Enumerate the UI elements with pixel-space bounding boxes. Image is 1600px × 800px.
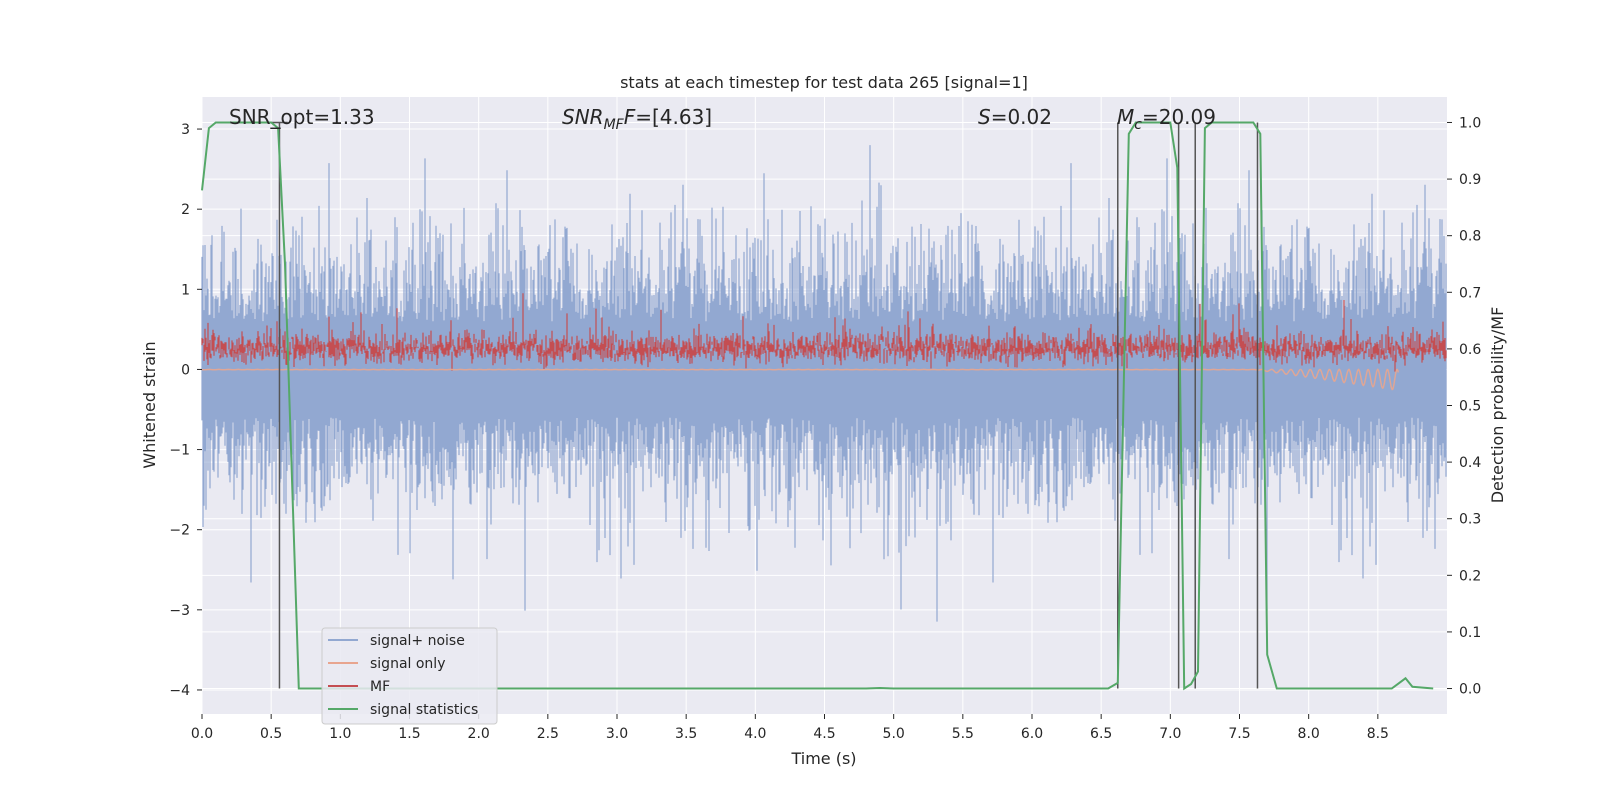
y-tick-label-right: 0.5 [1459, 399, 1481, 415]
x-tick-label: 3.0 [606, 726, 628, 742]
x-tick-label: 2.0 [468, 726, 490, 742]
y-tick-label-right: 0.7 [1459, 285, 1481, 301]
series-line-mf [201, 293, 1447, 372]
x-tick-label: 8.5 [1367, 726, 1389, 742]
x-tick-label: 7.5 [1228, 726, 1250, 742]
x-tick-label: 5.0 [883, 726, 905, 742]
x-tick-label: 1.5 [398, 726, 420, 742]
x-tick-label: 7.0 [1159, 726, 1181, 742]
y-tick-label-right: 0.6 [1459, 342, 1481, 358]
y-tick-label: 3 [181, 122, 190, 138]
y-tick-label-right: 0.4 [1459, 455, 1481, 471]
annotation-snr-mf-base: SNR [562, 105, 604, 129]
annotation-s: S=0.02 [978, 105, 1052, 129]
x-tick-label: 6.0 [1021, 726, 1043, 742]
x-axis-label: Time (s) [790, 749, 856, 768]
y-tick-label-right: 0.9 [1459, 172, 1481, 188]
legend: signal+ noise signal only MF signal stat… [321, 627, 498, 725]
y-tick-label-right: 1.0 [1459, 115, 1481, 131]
annotation-snr-mf: SNRMFF=[4.63] [562, 105, 712, 133]
annotation-snr-mf-f: F [624, 105, 636, 129]
x-tick-label: 8.0 [1298, 726, 1320, 742]
annotation-s-value: =0.02 [991, 105, 1052, 129]
legend-label-signal-statistics: signal statistics [370, 702, 478, 718]
series-mf [201, 293, 1447, 372]
x-tick-label: 3.5 [675, 726, 697, 742]
y-tick-label-right: 0.0 [1459, 682, 1481, 698]
x-tick-label: 4.0 [744, 726, 766, 742]
x-tick-label: 4.5 [813, 726, 835, 742]
annotation-snr-mf-value: =[4.63] [635, 105, 712, 129]
y-tick-label: −4 [169, 683, 190, 699]
legend-label-signal-only: signal only [370, 656, 445, 672]
y-tick-label: 1 [181, 282, 190, 298]
y-tick-label: 2 [181, 202, 190, 218]
annotation-mc-sub: c [1134, 117, 1142, 133]
annotation-s-base: S [978, 105, 991, 129]
y-tick-label-right: 0.1 [1459, 625, 1481, 641]
x-tick-label: 2.5 [537, 726, 559, 742]
annotation-mc: Mc=20.09 [1117, 105, 1216, 133]
series-line-signal-only [201, 368, 1400, 391]
legend-label-mf: MF [370, 679, 390, 695]
x-tick-label: 1.0 [329, 726, 351, 742]
y-tick-label-right: 0.2 [1459, 568, 1481, 584]
y-tick-label-right: 0.3 [1459, 512, 1481, 528]
y-axis-label-right: Detection probability/MF [1488, 307, 1507, 504]
series-signal-statistics [201, 121, 1434, 691]
x-tick-label: 0.0 [191, 726, 213, 742]
annotation-mc-base: M [1117, 105, 1134, 129]
legend-label-signal-plus-noise: signal+ noise [370, 633, 465, 649]
annotation-mc-value: =20.09 [1142, 105, 1216, 129]
legend-box [321, 627, 498, 725]
y-tick-label: 0 [181, 362, 190, 378]
y-tick-label: −1 [169, 443, 190, 459]
annotation-snr-opt: SNR_opt=1.33 [229, 105, 375, 129]
y-tick-label: −3 [169, 603, 190, 619]
x-tick-label: 6.5 [1090, 726, 1112, 742]
x-tick-label: 5.5 [952, 726, 974, 742]
y-tick-label-right: 0.8 [1459, 229, 1481, 245]
annotation-snr-mf-sub: MF [604, 117, 625, 133]
series-signal-only [201, 368, 1400, 391]
chart-title: stats at each timestep for test data 265… [620, 73, 1028, 92]
y-axis-label: Whitened strain [140, 341, 159, 468]
ticks: 0.0 0.5 1.0 1.5 2.0 2.5 3.0 3.5 4.0 4.5 5.0 5.5 6.0 6… [169, 115, 1481, 742]
series-line-signal-statistics [201, 121, 1434, 691]
y-tick-label: −2 [169, 523, 190, 539]
x-tick-label: 0.5 [260, 726, 282, 742]
